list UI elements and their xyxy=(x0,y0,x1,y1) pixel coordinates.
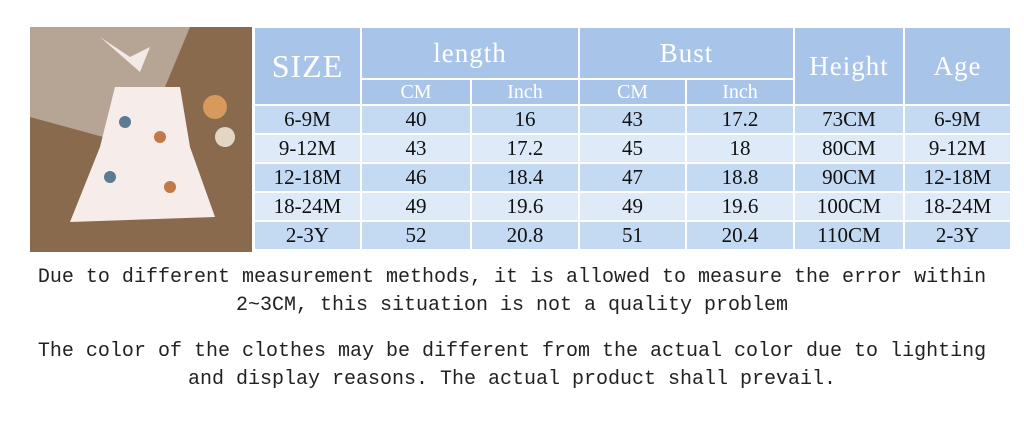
header-cell: Bust xyxy=(578,26,795,80)
product-photo xyxy=(30,27,252,252)
table-cell: 49 xyxy=(578,191,687,222)
table-cell: 43 xyxy=(578,104,687,135)
table-cell: 17.2 xyxy=(470,133,580,164)
header-cell: Height xyxy=(793,26,905,106)
table-cell: 6-9M xyxy=(903,104,1012,135)
table-cell: 20.8 xyxy=(470,220,580,251)
table-cell: 12-18M xyxy=(253,162,362,193)
table-cell: 16 xyxy=(470,104,580,135)
table-cell: 19.6 xyxy=(470,191,580,222)
table-cell: 19.6 xyxy=(685,191,795,222)
header-cell: length xyxy=(360,26,580,80)
table-cell: 73CM xyxy=(793,104,905,135)
table-cell: 2-3Y xyxy=(253,220,362,251)
table-cell: 90CM xyxy=(793,162,905,193)
table-cell: 46 xyxy=(360,162,472,193)
table-cell: 49 xyxy=(360,191,472,222)
table-cell: 18-24M xyxy=(253,191,362,222)
table-cell: 47 xyxy=(578,162,687,193)
unit-cell: CM xyxy=(360,78,472,106)
note: The color of the clothes may be differen… xyxy=(37,340,987,391)
note: Due to different measurement methods, it… xyxy=(37,266,987,317)
unit-cell: CM xyxy=(578,78,687,106)
table-cell: 80CM xyxy=(793,133,905,164)
table-cell: 51 xyxy=(578,220,687,251)
table-cell: 43 xyxy=(360,133,472,164)
table-cell: 20.4 xyxy=(685,220,795,251)
table-row: 12-18M 46 18.4 47 18.8 90CM 12-18M xyxy=(253,162,1012,193)
table-cell: 18 xyxy=(685,133,795,164)
header-cell: Age xyxy=(903,26,1012,106)
unit-cell: Inch xyxy=(685,78,795,106)
table-cell: 18.8 xyxy=(685,162,795,193)
table-cell: 17.2 xyxy=(685,104,795,135)
table-cell: 2-3Y xyxy=(903,220,1012,251)
size-table: SIZE length Bust Height Age CM Inch CM I… xyxy=(253,26,1012,251)
table-cell: 9-12M xyxy=(253,133,362,164)
table-row: 2-3Y 52 20.8 51 20.4 110CM 2-3Y xyxy=(253,220,1012,251)
table-row: 9-12M 43 17.2 45 18 80CM 9-12M xyxy=(253,133,1012,164)
table-cell: 9-12M xyxy=(903,133,1012,164)
table-cell: 12-18M xyxy=(903,162,1012,193)
table-cell: 18.4 xyxy=(470,162,580,193)
unit-cell: Inch xyxy=(470,78,580,106)
table-cell: 100CM xyxy=(793,191,905,222)
header-cell: SIZE xyxy=(253,26,362,106)
table-cell: 52 xyxy=(360,220,472,251)
table-cell: 110CM xyxy=(793,220,905,251)
table-row: 18-24M 49 19.6 49 19.6 100CM 18-24M xyxy=(253,191,1012,222)
table-cell: 40 xyxy=(360,104,472,135)
table-cell: 45 xyxy=(578,133,687,164)
table-row: 6-9M 40 16 43 17.2 73CM 6-9M xyxy=(253,104,1012,135)
table-cell: 18-24M xyxy=(903,191,1012,222)
table-cell: 6-9M xyxy=(253,104,362,135)
